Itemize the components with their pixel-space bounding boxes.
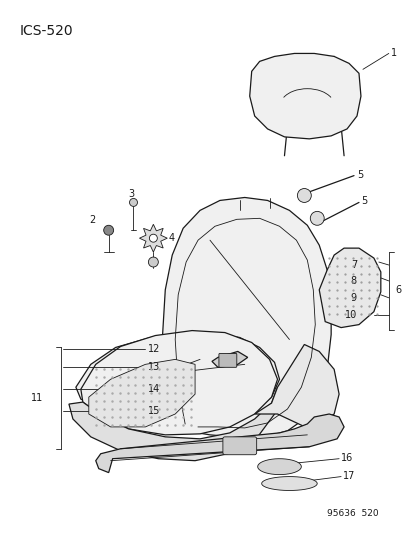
Text: 1: 1 xyxy=(390,49,396,59)
Circle shape xyxy=(297,189,311,203)
Circle shape xyxy=(149,234,157,242)
Polygon shape xyxy=(139,224,167,252)
Polygon shape xyxy=(318,248,380,328)
Text: 14: 14 xyxy=(148,384,160,394)
Circle shape xyxy=(129,198,137,206)
Text: 10: 10 xyxy=(344,310,356,320)
FancyBboxPatch shape xyxy=(218,353,236,367)
Polygon shape xyxy=(162,197,330,437)
FancyBboxPatch shape xyxy=(222,437,256,455)
Text: 12: 12 xyxy=(148,344,160,354)
Polygon shape xyxy=(249,53,360,139)
Polygon shape xyxy=(257,459,301,474)
Text: 5: 5 xyxy=(356,169,362,180)
Text: 95636  520: 95636 520 xyxy=(326,510,378,518)
Circle shape xyxy=(310,212,323,225)
Polygon shape xyxy=(81,330,277,435)
Text: 9: 9 xyxy=(350,293,356,303)
Text: 7: 7 xyxy=(350,260,356,270)
Polygon shape xyxy=(76,334,279,427)
Polygon shape xyxy=(69,387,277,461)
Text: 16: 16 xyxy=(340,453,352,463)
Polygon shape xyxy=(95,414,343,473)
Polygon shape xyxy=(211,351,247,367)
Text: 6: 6 xyxy=(395,285,401,295)
Text: 3: 3 xyxy=(128,190,134,199)
Text: 4: 4 xyxy=(168,233,174,243)
Text: 5: 5 xyxy=(360,197,366,206)
Circle shape xyxy=(103,225,113,235)
Text: 11: 11 xyxy=(31,393,43,403)
Text: ICS-520: ICS-520 xyxy=(19,23,73,38)
Text: 8: 8 xyxy=(350,276,356,286)
Text: 13: 13 xyxy=(148,362,160,373)
Polygon shape xyxy=(88,359,195,427)
Text: 17: 17 xyxy=(342,471,355,481)
Polygon shape xyxy=(261,477,316,490)
Text: 15: 15 xyxy=(148,406,160,416)
Text: 2: 2 xyxy=(89,215,95,225)
Circle shape xyxy=(148,257,158,267)
Polygon shape xyxy=(254,344,338,429)
